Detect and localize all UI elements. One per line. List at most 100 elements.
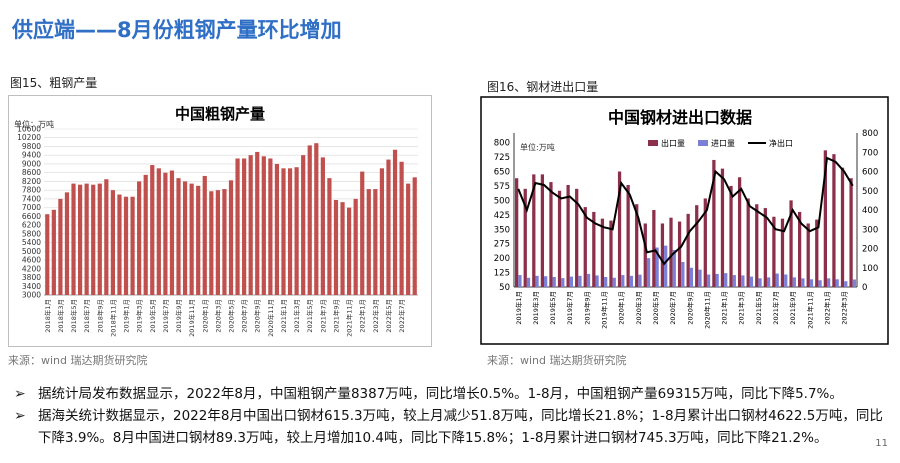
fig15-source: 来源：wind 瑞达期货研究院 [8, 354, 148, 367]
bullet-text: 据海关统计数据显示，2022年8月中国出口钢材615.3万吨，较上月减少51.8… [38, 408, 883, 446]
y-tick-label: 7400 [22, 194, 41, 203]
y-tick-label: 3400 [22, 282, 41, 291]
x-tick-label: 2022年3月 [840, 291, 849, 325]
bar [222, 189, 227, 295]
x-tick-label: 2018年3月 [56, 299, 65, 333]
bar [156, 168, 161, 295]
x-tick-label: 2019年11月 [600, 291, 609, 329]
x-tick-label: 2019年5月 [148, 299, 157, 333]
import-bar [758, 278, 762, 287]
export-bar [617, 171, 622, 287]
bar [327, 178, 332, 295]
import-bar [732, 275, 736, 287]
import-bar [561, 278, 565, 287]
import-bar [741, 275, 745, 287]
bar [163, 172, 168, 295]
export-bar [798, 211, 802, 287]
legend-label-net: 净出口 [769, 138, 793, 148]
page-title: 供应端——8月份粗钢产量环比增加 [12, 18, 342, 42]
y-tick-label: 3000 [22, 291, 41, 300]
x-tick-label: 2020年9月 [685, 291, 694, 325]
export-bar [540, 174, 545, 287]
bar [228, 180, 234, 295]
bar [110, 190, 115, 295]
bar [314, 143, 319, 295]
import-bar [526, 277, 531, 287]
y-tick-label: 6600 [22, 212, 41, 221]
x-tick-label: 2020年1月 [617, 291, 626, 325]
bar [320, 157, 325, 295]
bar [406, 183, 411, 295]
bar [182, 181, 188, 295]
import-bar [681, 261, 685, 287]
steel-trade-chart-svg: 中国钢材进出口数据 单位:万吨 出口量 进口量 净出口 50 125 200 275 350… [480, 96, 889, 345]
x-tick-label: 2019年9月 [582, 291, 591, 325]
import-bar [664, 245, 668, 287]
export-bar [849, 178, 853, 287]
y-tick-label: 4600 [22, 256, 41, 265]
bar [215, 190, 220, 295]
y-tick-label: 800 [494, 139, 510, 149]
export-bar [815, 219, 819, 287]
x-tick-label: 2020年3月 [634, 291, 643, 325]
y2-tick-label: 0 [862, 283, 867, 293]
import-bar [715, 273, 719, 287]
x-tick-label: 2020年1月 [200, 299, 209, 333]
net-export-line [517, 156, 854, 266]
y2-tick-label: 700 [862, 148, 878, 158]
bar [268, 158, 273, 295]
bar [242, 158, 247, 295]
bar [412, 177, 417, 295]
y2-tick-label: 200 [862, 245, 878, 255]
x-tick-label: 2019年11月 [187, 299, 196, 337]
export-bar [686, 213, 690, 287]
bar [58, 198, 63, 295]
y-tick-label: 5000 [22, 247, 41, 256]
import-bar [672, 250, 676, 287]
bar [176, 178, 181, 295]
y-tick-label: 8600 [22, 168, 41, 177]
export-bar [780, 218, 785, 287]
x-tick-label: 2021年5月 [754, 291, 763, 325]
x-tick-label: 2019年1月 [514, 291, 523, 325]
fig16-label: 图16、钢材进出口量 [487, 80, 599, 94]
bar [373, 189, 378, 295]
bar [45, 214, 50, 295]
page-number: 11 [875, 438, 888, 449]
x-tick-label: 2020年9月 [253, 299, 262, 333]
export-bar [840, 167, 845, 287]
y-tick-label: 9400 [22, 151, 41, 160]
chart16-title: 中国钢材进出口数据 [608, 108, 752, 127]
export-bar [737, 177, 742, 287]
export-bar [600, 218, 605, 287]
export-bar [635, 204, 639, 287]
x-tick-label: 2020年11月 [702, 291, 711, 329]
import-bar [655, 247, 659, 287]
steel-trade-chart: 中国钢材进出口数据 单位:万吨 出口量 进口量 净出口 50 125 200 275 350… [480, 96, 889, 345]
bar [340, 202, 345, 295]
import-bar [784, 274, 788, 287]
y-tick-label: 5800 [22, 229, 41, 238]
y-tick-label: 575 [494, 182, 510, 192]
x-tick-label: 2019年3月 [135, 299, 144, 333]
export-bar [806, 223, 810, 287]
bar [150, 165, 155, 295]
x-tick-label: 2021年1月 [279, 299, 288, 333]
chart15-title: 中国粗钢产量 [175, 105, 265, 123]
export-bar [626, 184, 630, 287]
x-tick-label: 2018年7月 [82, 299, 91, 333]
export-bar [712, 159, 716, 287]
bar [347, 207, 352, 295]
export-bar [643, 223, 647, 287]
crude-steel-chart-svg: 中国粗钢产量 单位：万吨 300034003800420046005000540… [8, 95, 432, 347]
import-bar [698, 269, 702, 287]
import-bar [792, 277, 796, 287]
bar [235, 158, 240, 295]
import-bar [818, 280, 822, 287]
fig16-source: 来源：wind 瑞达期货研究院 [487, 354, 627, 367]
y-tick-label: 500 [494, 196, 510, 206]
bar [287, 168, 293, 295]
chart16-ylabel: 单位:万吨 [520, 142, 555, 152]
x-tick-label: 2020年7月 [668, 291, 677, 325]
x-tick-label: 2019年7月 [161, 299, 170, 333]
